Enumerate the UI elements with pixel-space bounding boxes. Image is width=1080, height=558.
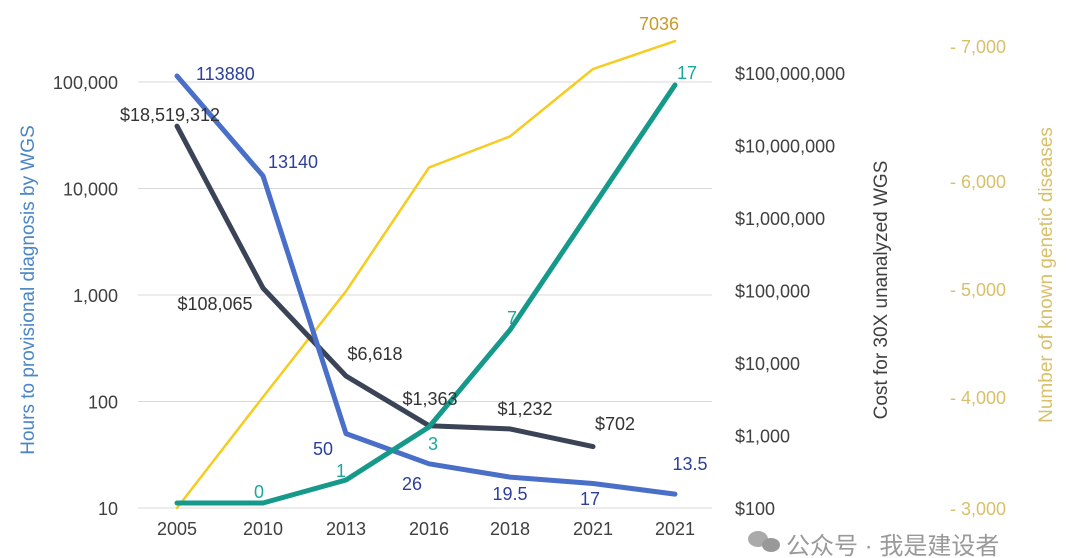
data-point (428, 167, 430, 168)
data-label: $1,232 (497, 399, 552, 419)
data-point (176, 75, 178, 77)
data-point (509, 476, 511, 478)
left-axis-ticks: 10 100 1,000 10,000 100,000 (53, 73, 118, 519)
data-point (262, 502, 264, 504)
x-tick-label: 2005 (157, 519, 197, 539)
x-tick-label: 2016 (409, 519, 449, 539)
cost-tick-label: $1,000,000 (735, 209, 825, 229)
data-point (176, 125, 178, 127)
x-tick-label: 2021 (573, 519, 613, 539)
data-label: 19.5 (492, 484, 527, 504)
cost-axis-ticks: $100 $1,000 $10,000 $100,000 $1,000,000 $10,0… (735, 64, 845, 519)
left-axis-title: Hours to provisional diagnosis by WGS (18, 125, 39, 454)
data-point (509, 329, 511, 331)
data-point (345, 433, 347, 435)
disease-tick-label: - 5,000 (950, 280, 1006, 300)
data-point (262, 175, 264, 177)
data-label: 0 (254, 482, 264, 502)
series-line (174, 82, 678, 506)
watermark: 公众号 · 我是建设者 (748, 531, 999, 558)
x-tick-label: 2010 (243, 519, 283, 539)
data-label: 13140 (268, 152, 318, 172)
cost-tick-label: $100,000 (735, 282, 810, 302)
x-tick-label: 2018 (490, 519, 530, 539)
cost-tick-label: $100,000,000 (735, 64, 845, 84)
cost-tick-label: $1,000 (735, 427, 790, 447)
disease-tick-label: - 7,000 (950, 37, 1006, 57)
data-point (592, 482, 594, 484)
data-point (428, 463, 430, 465)
data-point (176, 507, 178, 509)
wechat-icon (748, 531, 780, 552)
data-label: 17 (677, 63, 697, 83)
data-label: 1 (336, 461, 346, 481)
data-point (345, 479, 347, 481)
cost-axis-title: Cost for 30X unanalyzed WGS (871, 161, 892, 420)
x-tick-label: 2021 (655, 519, 695, 539)
data-label: 13.5 (672, 454, 707, 474)
disease-tick-label: - 3,000 (950, 499, 1006, 519)
data-label: 50 (313, 439, 333, 459)
data-point (674, 493, 676, 495)
series-line (174, 123, 596, 450)
x-tick-label: 2013 (326, 519, 366, 539)
data-point (592, 446, 594, 448)
series-lines (174, 39, 678, 510)
left-tick-label: 10 (98, 499, 118, 519)
data-point (262, 287, 264, 289)
data-point (428, 426, 430, 428)
left-tick-label: 100 (88, 393, 118, 413)
gridlines (138, 81, 712, 509)
data-label: 7036 (639, 14, 679, 34)
data-point (176, 502, 178, 504)
data-label: 113880 (196, 64, 255, 84)
x-axis-ticks: 2005 2010 2013 2016 2018 2021 2021 (157, 519, 695, 539)
data-point (509, 428, 511, 430)
data-label: 3 (428, 434, 438, 454)
series-line (175, 39, 677, 510)
data-point (262, 396, 264, 398)
data-label: $702 (595, 414, 635, 434)
cost-tick-label: $100 (735, 499, 775, 519)
data-label: $108,065 (177, 294, 252, 314)
left-tick-label: 10,000 (63, 180, 118, 200)
data-label: 17 (580, 489, 600, 509)
disease-tick-label: - 4,000 (950, 388, 1006, 408)
left-tick-label: 1,000 (73, 286, 118, 306)
data-point (509, 135, 511, 137)
data-point (345, 375, 347, 377)
data-point (674, 84, 676, 86)
data-label: $18,519,312 (120, 105, 220, 125)
left-tick-label: 100,000 (53, 73, 118, 93)
watermark-text: 公众号 · 我是建设者 (786, 533, 999, 558)
data-point (674, 40, 676, 42)
data-label: 7 (507, 308, 517, 328)
disease-axis-ticks: - 3,000 - 4,000 - 5,000 - 6,000 - 7,000 (950, 37, 1006, 519)
data-point (592, 68, 594, 70)
disease-tick-label: - 6,000 (950, 172, 1006, 192)
data-label: $1,363 (402, 389, 457, 409)
disease-axis-title: Number of known genetic diseases (1036, 127, 1057, 423)
cost-tick-label: $10,000,000 (735, 137, 835, 157)
data-point (345, 290, 347, 292)
data-label: 26 (402, 474, 422, 494)
data-label: $6,618 (347, 344, 402, 364)
cost-tick-label: $10,000 (735, 354, 800, 374)
